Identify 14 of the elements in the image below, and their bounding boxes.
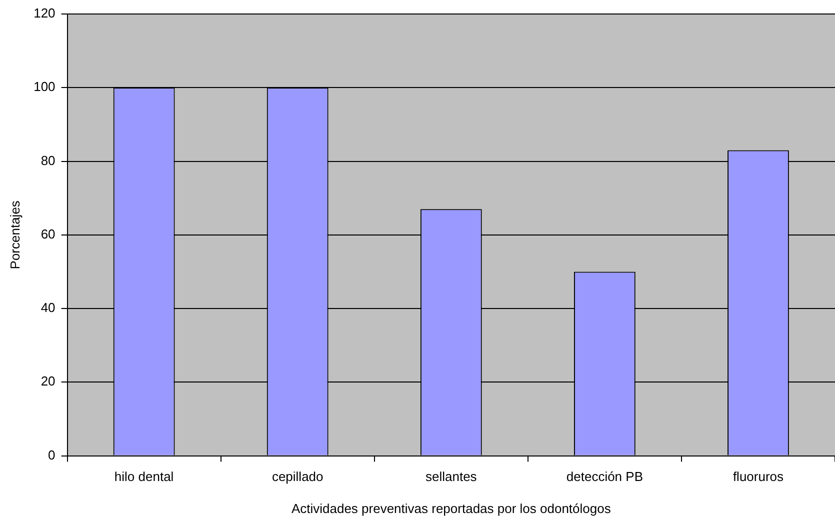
y-tick-label: 120 — [34, 6, 56, 21]
y-tick-label: 80 — [40, 152, 56, 168]
y-tick-label: 20 — [40, 374, 56, 389]
y-tick-label: 40 — [40, 300, 56, 316]
y-axis-title: Porcentajes — [7, 200, 22, 270]
x-axis-title: Actividades preventivas reportadas por los odontólogos — [291, 500, 612, 516]
x-tick-label: sellantes — [425, 469, 478, 484]
x-tick-label: cepillado — [272, 469, 324, 484]
y-tick-label: 60 — [40, 226, 56, 242]
x-tick-label: hilo dental — [114, 469, 174, 484]
x-tick-label: detección PB — [566, 469, 643, 484]
y-tick-label: 0 — [48, 447, 56, 462]
y-tick-label: 100 — [34, 79, 56, 94]
x-tick-label: fluoruros — [732, 469, 784, 484]
